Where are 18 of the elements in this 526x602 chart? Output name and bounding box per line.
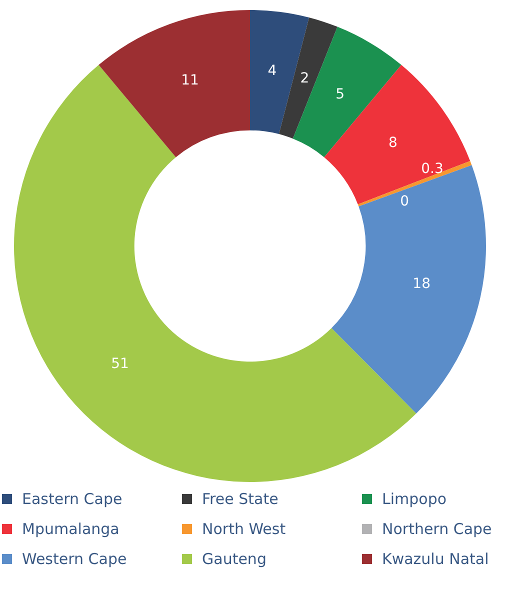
legend-label: Western Cape — [22, 550, 127, 568]
data-label: 11 — [181, 72, 199, 88]
data-label: 8 — [388, 135, 398, 152]
data-label: 2 — [300, 70, 310, 87]
legend-label: Kwazulu Natal — [382, 550, 489, 568]
data-label: 18 — [412, 276, 430, 292]
legend-label: Gauteng — [202, 550, 266, 568]
legend-label: Eastern Cape — [22, 490, 122, 508]
data-label: 5 — [336, 86, 345, 103]
data-label: 4 — [268, 63, 277, 80]
data-label: 51 — [111, 356, 129, 372]
data-label: 0.3 — [421, 160, 444, 177]
legend-label: North West — [202, 520, 286, 538]
legend-label: Limpopo — [382, 490, 447, 508]
legend-label: Free State — [202, 490, 278, 508]
text: 0 — [400, 193, 410, 210]
legend-label: Mpumalanga — [22, 520, 120, 538]
legend-label: Northern Cape — [382, 520, 492, 538]
